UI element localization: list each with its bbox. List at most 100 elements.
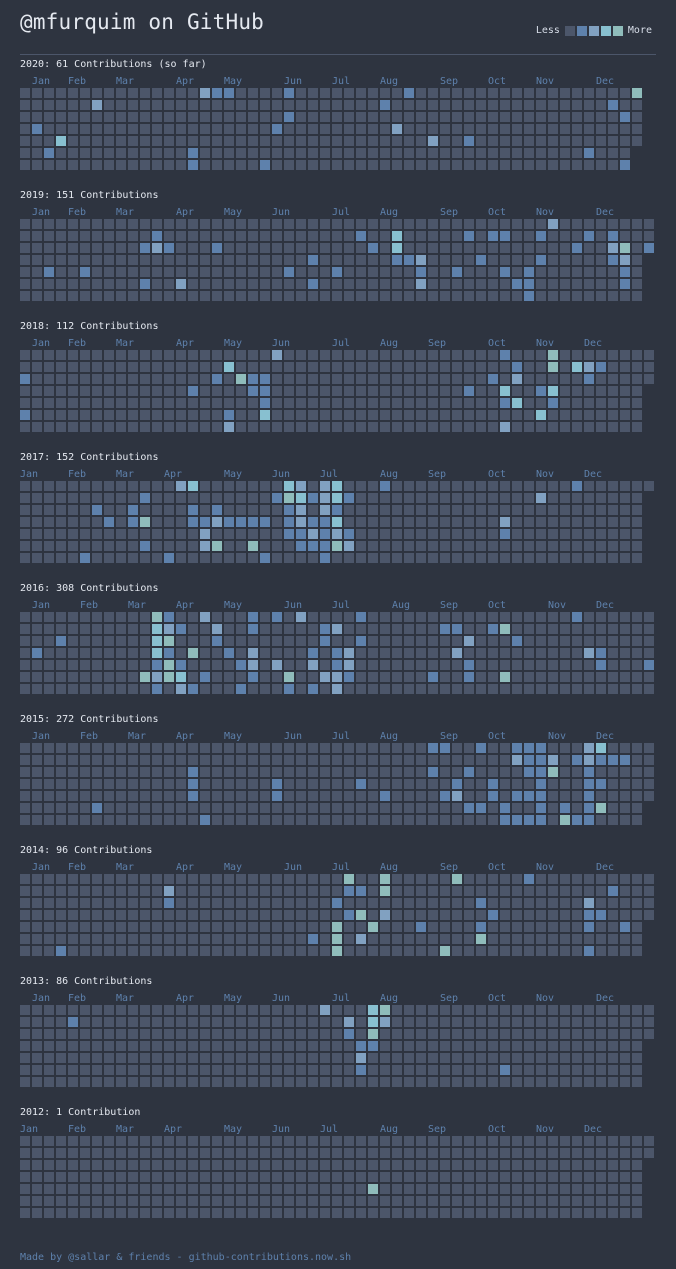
contribution-day[interactable] (188, 660, 198, 670)
contribution-day[interactable] (620, 803, 630, 813)
contribution-day[interactable] (440, 910, 450, 920)
contribution-day[interactable] (608, 672, 618, 682)
contribution-day[interactable] (80, 1160, 90, 1170)
contribution-day[interactable] (608, 779, 618, 789)
contribution-day[interactable] (368, 648, 378, 658)
contribution-day[interactable] (140, 743, 150, 753)
contribution-day[interactable] (632, 88, 642, 98)
contribution-day[interactable] (20, 553, 30, 563)
contribution-day[interactable] (404, 612, 414, 622)
contribution-day[interactable] (116, 100, 126, 110)
contribution-day[interactable] (404, 374, 414, 384)
contribution-day[interactable] (452, 124, 462, 134)
contribution-day[interactable] (104, 803, 114, 813)
contribution-day[interactable] (44, 636, 54, 646)
contribution-day[interactable] (140, 791, 150, 801)
contribution-day[interactable] (284, 481, 294, 491)
contribution-day[interactable] (332, 148, 342, 158)
contribution-day[interactable] (428, 684, 438, 694)
contribution-day[interactable] (104, 410, 114, 420)
contribution-day[interactable] (164, 1041, 174, 1051)
contribution-day[interactable] (80, 100, 90, 110)
contribution-day[interactable] (464, 553, 474, 563)
contribution-day[interactable] (320, 1136, 330, 1146)
contribution-day[interactable] (80, 124, 90, 134)
contribution-day[interactable] (44, 922, 54, 932)
contribution-day[interactable] (212, 160, 222, 170)
contribution-day[interactable] (476, 219, 486, 229)
contribution-day[interactable] (620, 1017, 630, 1027)
contribution-day[interactable] (584, 1053, 594, 1063)
contribution-day[interactable] (392, 112, 402, 122)
contribution-day[interactable] (272, 243, 282, 253)
contribution-day[interactable] (128, 243, 138, 253)
contribution-day[interactable] (80, 660, 90, 670)
contribution-day[interactable] (176, 886, 186, 896)
contribution-day[interactable] (500, 398, 510, 408)
contribution-day[interactable] (500, 815, 510, 825)
contribution-day[interactable] (416, 612, 426, 622)
contribution-day[interactable] (416, 922, 426, 932)
contribution-day[interactable] (644, 672, 654, 682)
contribution-day[interactable] (224, 100, 234, 110)
contribution-day[interactable] (284, 398, 294, 408)
contribution-day[interactable] (200, 1029, 210, 1039)
contribution-day[interactable] (68, 1077, 78, 1087)
contribution-day[interactable] (188, 291, 198, 301)
contribution-day[interactable] (128, 1053, 138, 1063)
contribution-day[interactable] (536, 672, 546, 682)
contribution-day[interactable] (632, 779, 642, 789)
contribution-day[interactable] (272, 493, 282, 503)
contribution-day[interactable] (416, 1148, 426, 1158)
contribution-day[interactable] (272, 1148, 282, 1158)
contribution-day[interactable] (20, 910, 30, 920)
contribution-day[interactable] (296, 517, 306, 527)
contribution-day[interactable] (56, 922, 66, 932)
contribution-day[interactable] (92, 1053, 102, 1063)
contribution-day[interactable] (272, 886, 282, 896)
contribution-day[interactable] (284, 1077, 294, 1087)
contribution-day[interactable] (296, 1029, 306, 1039)
contribution-day[interactable] (296, 362, 306, 372)
contribution-day[interactable] (344, 803, 354, 813)
contribution-day[interactable] (344, 743, 354, 753)
contribution-day[interactable] (488, 362, 498, 372)
contribution-day[interactable] (644, 791, 654, 801)
contribution-day[interactable] (152, 660, 162, 670)
contribution-day[interactable] (548, 541, 558, 551)
contribution-day[interactable] (320, 541, 330, 551)
contribution-day[interactable] (644, 481, 654, 491)
contribution-day[interactable] (272, 291, 282, 301)
contribution-day[interactable] (368, 386, 378, 396)
contribution-day[interactable] (140, 755, 150, 765)
contribution-day[interactable] (440, 886, 450, 896)
contribution-day[interactable] (512, 291, 522, 301)
contribution-day[interactable] (464, 422, 474, 432)
contribution-day[interactable] (104, 1041, 114, 1051)
contribution-day[interactable] (392, 922, 402, 932)
contribution-day[interactable] (80, 410, 90, 420)
contribution-day[interactable] (596, 791, 606, 801)
contribution-day[interactable] (236, 350, 246, 360)
contribution-day[interactable] (476, 672, 486, 682)
contribution-day[interactable] (92, 612, 102, 622)
contribution-day[interactable] (356, 255, 366, 265)
contribution-day[interactable] (416, 267, 426, 277)
contribution-day[interactable] (104, 362, 114, 372)
contribution-day[interactable] (128, 553, 138, 563)
contribution-day[interactable] (272, 1196, 282, 1206)
contribution-day[interactable] (548, 624, 558, 634)
contribution-day[interactable] (116, 1208, 126, 1218)
contribution-day[interactable] (236, 529, 246, 539)
contribution-day[interactable] (620, 1196, 630, 1206)
contribution-day[interactable] (296, 541, 306, 551)
contribution-day[interactable] (296, 219, 306, 229)
contribution-day[interactable] (500, 505, 510, 515)
contribution-day[interactable] (92, 100, 102, 110)
contribution-day[interactable] (632, 374, 642, 384)
contribution-day[interactable] (452, 112, 462, 122)
contribution-day[interactable] (44, 1160, 54, 1170)
contribution-day[interactable] (248, 1041, 258, 1051)
contribution-day[interactable] (164, 422, 174, 432)
contribution-day[interactable] (344, 374, 354, 384)
